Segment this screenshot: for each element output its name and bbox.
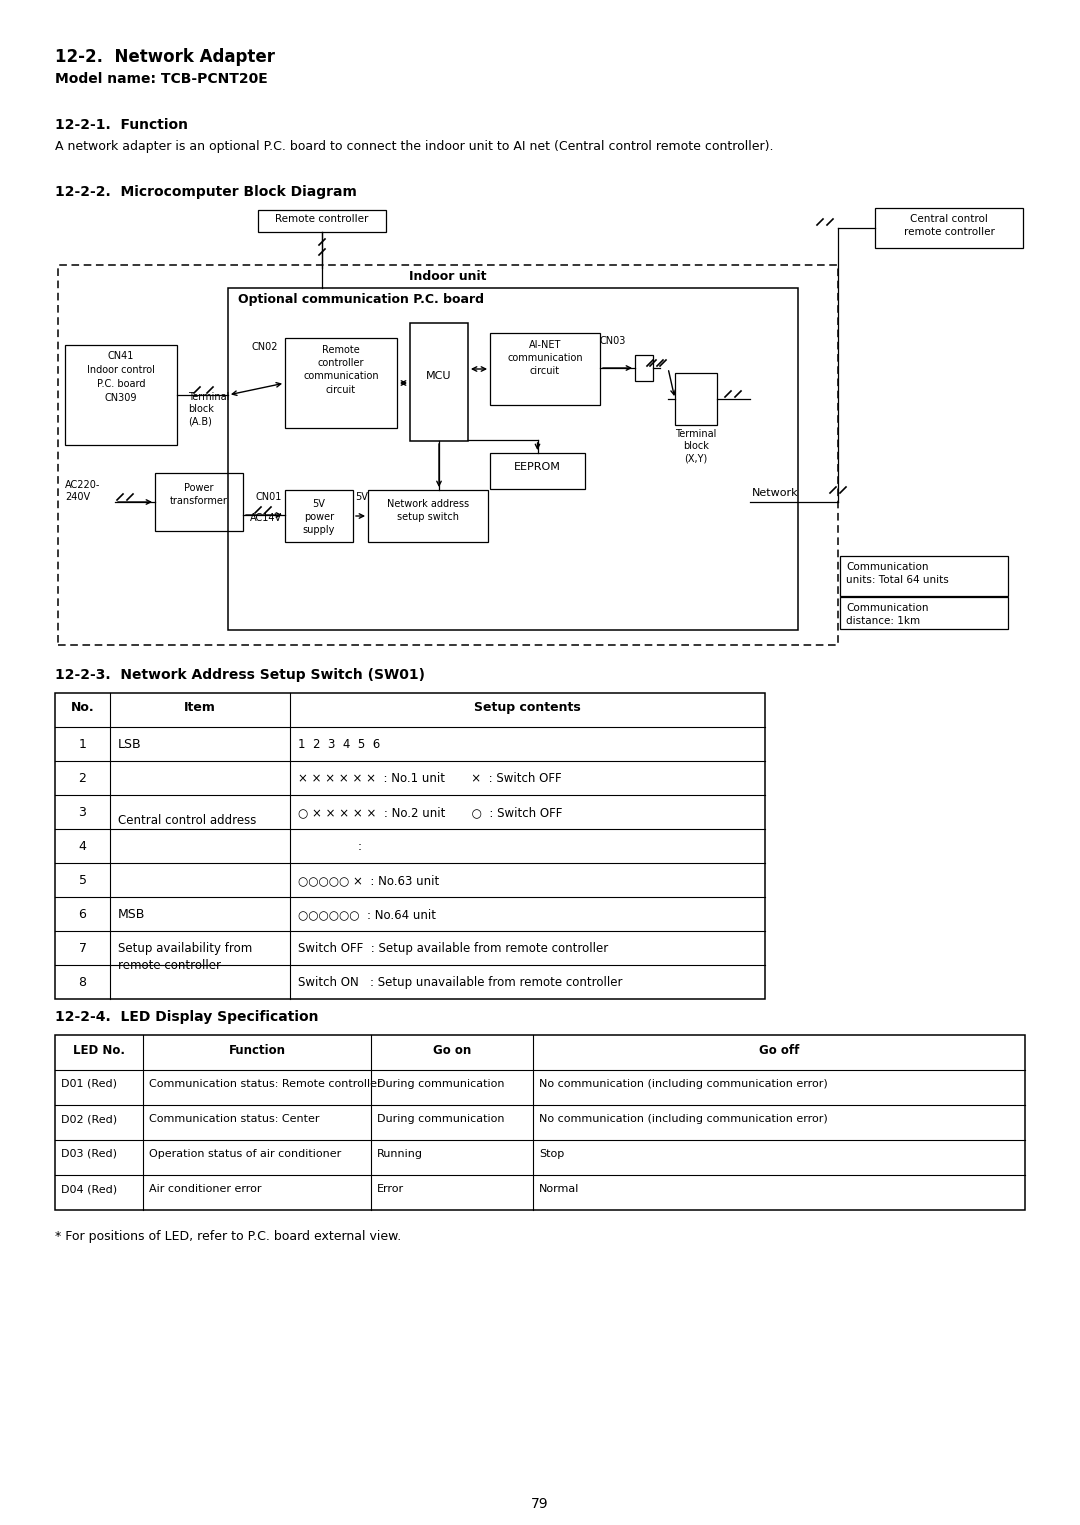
Text: 5V: 5V xyxy=(355,493,368,502)
Text: Network address
setup switch: Network address setup switch xyxy=(387,499,469,522)
Text: Remote
controller
communication
circuit: Remote controller communication circuit xyxy=(303,345,379,395)
Text: 5: 5 xyxy=(79,874,86,888)
Text: Switch OFF  : Setup available from remote controller: Switch OFF : Setup available from remote… xyxy=(298,942,608,955)
Text: D01 (Red): D01 (Red) xyxy=(60,1080,117,1089)
Text: Switch ON   : Setup unavailable from remote controller: Switch ON : Setup unavailable from remot… xyxy=(298,976,622,990)
Bar xyxy=(58,265,838,645)
Text: ○○○○○○  : No.64 unit: ○○○○○○ : No.64 unit xyxy=(298,907,436,921)
Text: Running: Running xyxy=(377,1148,423,1159)
Text: Communication
units: Total 64 units: Communication units: Total 64 units xyxy=(846,563,948,586)
Text: Error: Error xyxy=(377,1183,404,1194)
Text: CN03: CN03 xyxy=(600,336,626,346)
Bar xyxy=(875,207,1023,249)
Text: AC220-
240V: AC220- 240V xyxy=(65,480,100,502)
Text: Item: Item xyxy=(184,702,216,714)
Text: 1: 1 xyxy=(79,738,86,750)
Bar xyxy=(258,210,386,232)
Text: CN01: CN01 xyxy=(255,493,282,502)
Text: 12-2-2.  Microcomputer Block Diagram: 12-2-2. Microcomputer Block Diagram xyxy=(55,185,356,198)
Text: Operation status of air conditioner: Operation status of air conditioner xyxy=(149,1148,341,1159)
Text: During communication: During communication xyxy=(377,1113,504,1124)
Text: ○○○○○ ×  : No.63 unit: ○○○○○ × : No.63 unit xyxy=(298,874,440,888)
Bar xyxy=(840,557,1008,596)
Text: * For positions of LED, refer to P.C. board external view.: * For positions of LED, refer to P.C. bo… xyxy=(55,1231,402,1243)
Text: Setup contents: Setup contents xyxy=(474,702,581,714)
Text: D02 (Red): D02 (Red) xyxy=(60,1113,117,1124)
Text: No communication (including communication error): No communication (including communicatio… xyxy=(539,1080,827,1089)
Bar xyxy=(285,339,397,429)
Text: LED No.: LED No. xyxy=(73,1045,125,1057)
Bar xyxy=(635,355,653,381)
Text: A network adapter is an optional P.C. board to connect the indoor unit to AI net: A network adapter is an optional P.C. bo… xyxy=(55,140,773,153)
Text: MCU: MCU xyxy=(427,371,451,381)
Text: 7: 7 xyxy=(79,942,86,955)
Text: 4: 4 xyxy=(79,840,86,852)
Bar xyxy=(285,490,353,541)
Bar xyxy=(675,374,717,425)
Text: :: : xyxy=(298,840,362,852)
Text: Communication status: Remote controller: Communication status: Remote controller xyxy=(149,1080,381,1089)
Text: Terminal
block
(X,Y): Terminal block (X,Y) xyxy=(675,429,717,464)
Text: Setup availability from
remote controller: Setup availability from remote controlle… xyxy=(118,942,253,971)
Text: 5V
power
supply: 5V power supply xyxy=(302,499,335,535)
Text: Function: Function xyxy=(229,1045,285,1057)
Text: D03 (Red): D03 (Red) xyxy=(60,1148,117,1159)
Text: × × × × × ×  : No.1 unit       ×  : Switch OFF: × × × × × × : No.1 unit × : Switch OFF xyxy=(298,772,562,785)
Text: Communication
distance: 1km: Communication distance: 1km xyxy=(846,602,929,627)
Bar xyxy=(65,345,177,445)
Text: 12-2-1.  Function: 12-2-1. Function xyxy=(55,117,188,133)
Text: No.: No. xyxy=(70,702,94,714)
Text: AC14V: AC14V xyxy=(249,512,282,523)
Text: CN41
Indoor control
P.C. board
CN309: CN41 Indoor control P.C. board CN309 xyxy=(87,351,154,403)
Text: Optional communication P.C. board: Optional communication P.C. board xyxy=(238,293,484,307)
Text: 12-2.  Network Adapter: 12-2. Network Adapter xyxy=(55,47,275,66)
Text: Stop: Stop xyxy=(539,1148,564,1159)
Text: 12-2-3.  Network Address Setup Switch (SW01): 12-2-3. Network Address Setup Switch (SW… xyxy=(55,668,426,682)
Text: 8: 8 xyxy=(79,976,86,990)
Text: Network: Network xyxy=(752,488,798,499)
Text: 79: 79 xyxy=(531,1498,549,1511)
Text: Model name: TCB-PCNT20E: Model name: TCB-PCNT20E xyxy=(55,72,268,85)
Bar xyxy=(228,288,798,630)
Text: AI-NET
communication
circuit: AI-NET communication circuit xyxy=(508,340,583,377)
Bar xyxy=(410,323,468,441)
Text: LSB: LSB xyxy=(118,738,141,750)
Text: Central control
remote controller: Central control remote controller xyxy=(904,214,995,238)
Text: EEPROM: EEPROM xyxy=(514,462,561,473)
Text: Remote controller: Remote controller xyxy=(275,214,368,224)
Text: Communication status: Center: Communication status: Center xyxy=(149,1113,320,1124)
Text: 12-2-4.  LED Display Specification: 12-2-4. LED Display Specification xyxy=(55,1010,319,1023)
Text: D04 (Red): D04 (Red) xyxy=(60,1183,117,1194)
Text: Go off: Go off xyxy=(759,1045,799,1057)
Text: Normal: Normal xyxy=(539,1183,579,1194)
Text: Power
transformer: Power transformer xyxy=(170,483,228,506)
Text: Terminal
block
(A.B): Terminal block (A.B) xyxy=(188,392,229,427)
Text: 2: 2 xyxy=(79,772,86,785)
Text: Air conditioner error: Air conditioner error xyxy=(149,1183,261,1194)
Text: CN02: CN02 xyxy=(252,342,279,352)
Text: 6: 6 xyxy=(79,907,86,921)
Bar xyxy=(840,596,1008,628)
Text: Go on: Go on xyxy=(433,1045,471,1057)
Text: ○ × × × × ×  : No.2 unit       ○  : Switch OFF: ○ × × × × × : No.2 unit ○ : Switch OFF xyxy=(298,807,563,819)
Text: During communication: During communication xyxy=(377,1080,504,1089)
Text: Indoor unit: Indoor unit xyxy=(409,270,487,284)
Text: MSB: MSB xyxy=(118,907,146,921)
Bar xyxy=(55,1035,1025,1209)
Bar xyxy=(156,473,243,531)
Text: 1  2  3  4  5  6: 1 2 3 4 5 6 xyxy=(298,738,380,750)
Bar xyxy=(368,490,488,541)
Text: No communication (including communication error): No communication (including communicatio… xyxy=(539,1113,827,1124)
Bar xyxy=(490,453,585,490)
Bar xyxy=(55,692,765,999)
Text: Central control address: Central control address xyxy=(118,814,256,828)
Bar xyxy=(490,332,600,406)
Text: 3: 3 xyxy=(79,807,86,819)
